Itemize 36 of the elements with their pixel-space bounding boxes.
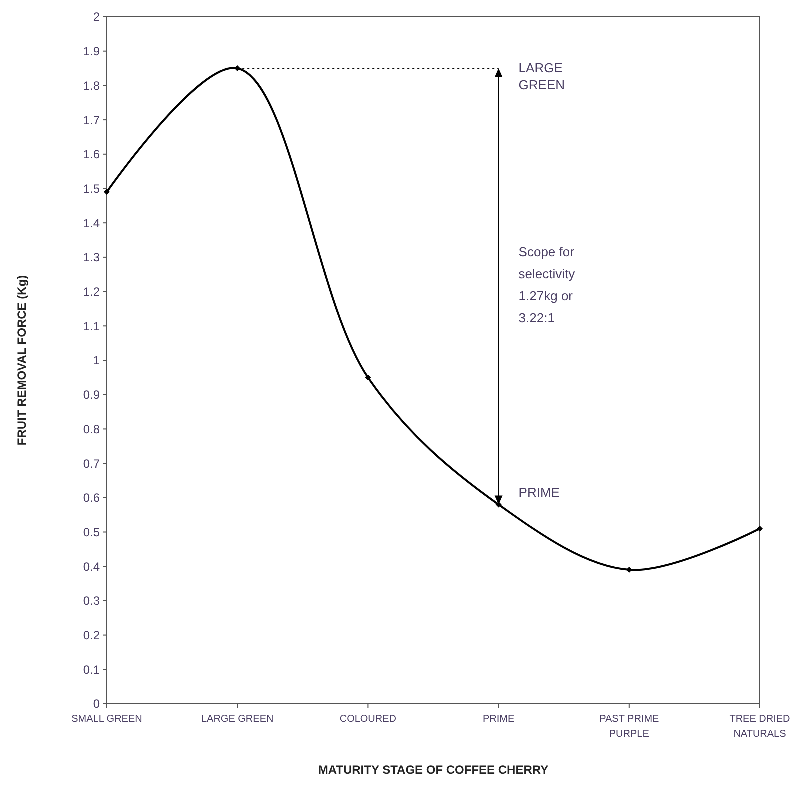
y-tick-label: 0.8 — [83, 422, 100, 436]
x-tick-label: SMALL GREEN — [72, 714, 142, 725]
y-tick-label: 0 — [93, 697, 100, 712]
annotation: Scope for selectivity 1.27kg or 3.22:1 — [518, 244, 576, 326]
y-tick-label: 0.5 — [83, 525, 100, 540]
y-tick-label: 1.8 — [83, 78, 100, 93]
point — [365, 374, 372, 381]
y-tick-label: 0.9 — [83, 388, 100, 402]
y-tick-label: 0.4 — [83, 560, 100, 574]
point — [104, 189, 110, 196]
point — [757, 526, 763, 532]
y-tick-label: 1 — [93, 354, 100, 368]
y-tick-label: 1.7 — [83, 113, 100, 128]
x-tick-label: COLOURED — [340, 714, 397, 725]
y-tick-label: 1.4 — [83, 216, 100, 230]
point — [234, 66, 241, 72]
x-tick-label: PAST PRIME PURPLE — [600, 714, 660, 740]
y-tick-label: 1.1 — [83, 319, 100, 334]
x-axis-title: MATURITY STAGE OF COFFEE CHERRY — [318, 763, 549, 777]
y-tick-label: 1.6 — [83, 148, 100, 162]
annotation: LARGE GREEN — [518, 60, 566, 93]
y-tick-label: 0.3 — [83, 594, 100, 608]
y-axis-title: FRUIT REMOVAL FORCE (Kg) — [15, 275, 29, 446]
y-tick-label: 2 — [93, 10, 100, 24]
y-tick-label: 1.9 — [83, 44, 100, 59]
y-tick-label: 0.1 — [83, 662, 100, 677]
y-tick-label: 0.2 — [83, 628, 100, 642]
x-tick-label: LARGE GREEN — [201, 714, 274, 725]
x-tick-label: PRIME — [482, 714, 515, 725]
annotation: PRIME — [518, 484, 560, 500]
y-tick-label: 1.5 — [83, 182, 100, 196]
x-tick-label: TREE DRIED NATURALS — [730, 714, 790, 740]
y-tick-label: 0.6 — [83, 491, 100, 506]
y-tick-label: 1.2 — [83, 285, 100, 299]
y-tick-label: 0.7 — [83, 456, 100, 471]
y-tick-label: 1.3 — [83, 250, 100, 265]
